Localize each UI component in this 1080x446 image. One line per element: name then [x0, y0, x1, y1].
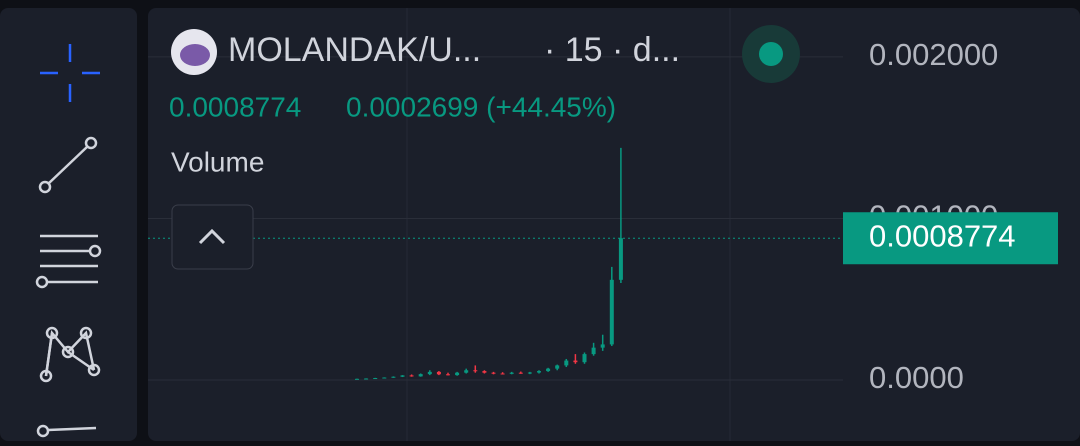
candle-body: [609, 279, 614, 345]
chevron: [198, 228, 226, 245]
change: 0.0002699 (+44.45%): [346, 91, 616, 122]
avatar-art: [180, 44, 210, 66]
candle-body: [409, 375, 414, 377]
candle-body: [555, 365, 560, 369]
candle-body: [373, 378, 378, 380]
candle-body: [546, 368, 551, 372]
symbol: MOLANDAK/U...: [228, 31, 481, 69]
candle-body: [600, 344, 605, 348]
price-tag-label: 0.0008774: [869, 218, 1016, 253]
last-price: 0.0008774: [169, 91, 301, 122]
price-tag: [843, 212, 1058, 265]
candle-body: [400, 375, 405, 377]
candle-body: [537, 371, 541, 373]
candle-body: [618, 238, 623, 280]
candle-body: [464, 370, 469, 373]
candle-body: [582, 354, 587, 363]
trendline-tool[interactable]: [38, 136, 98, 194]
plot: [148, 56, 843, 381]
status-dot: [759, 42, 783, 66]
candle-body: [446, 374, 450, 376]
candle-body: [455, 372, 460, 376]
candle-body: [355, 378, 359, 380]
candle-body: [500, 373, 505, 375]
crosshair-tool[interactable]: [40, 44, 100, 102]
interval: · 15 · d...: [544, 31, 680, 69]
candle-body: [382, 377, 387, 379]
candle-body: [482, 371, 487, 373]
collapse-button[interactable]: [171, 204, 254, 270]
y-tick-label: 0.002000: [869, 37, 998, 72]
candle-body: [427, 371, 432, 375]
candle-body: [518, 372, 523, 374]
pattern-tool[interactable]: [39, 326, 101, 383]
candle-body: [418, 374, 423, 377]
indicator: Volume: [171, 146, 264, 177]
candle-body: [473, 370, 478, 372]
candle-body: [391, 376, 396, 378]
candle-body: [436, 371, 441, 375]
toolbar: [0, 8, 137, 441]
candle-body: [564, 360, 569, 366]
candle-body: [364, 378, 369, 380]
candle-body: [491, 372, 496, 374]
measure-tool[interactable]: [36, 424, 97, 438]
candle-body: [591, 347, 596, 355]
y-tick-label: 0.0000: [869, 360, 964, 395]
fib-tool[interactable]: [35, 234, 102, 289]
chart-panel: [148, 8, 1080, 441]
candle-body: [527, 372, 532, 374]
candle-body: [509, 372, 514, 374]
candle-body: [573, 360, 578, 363]
